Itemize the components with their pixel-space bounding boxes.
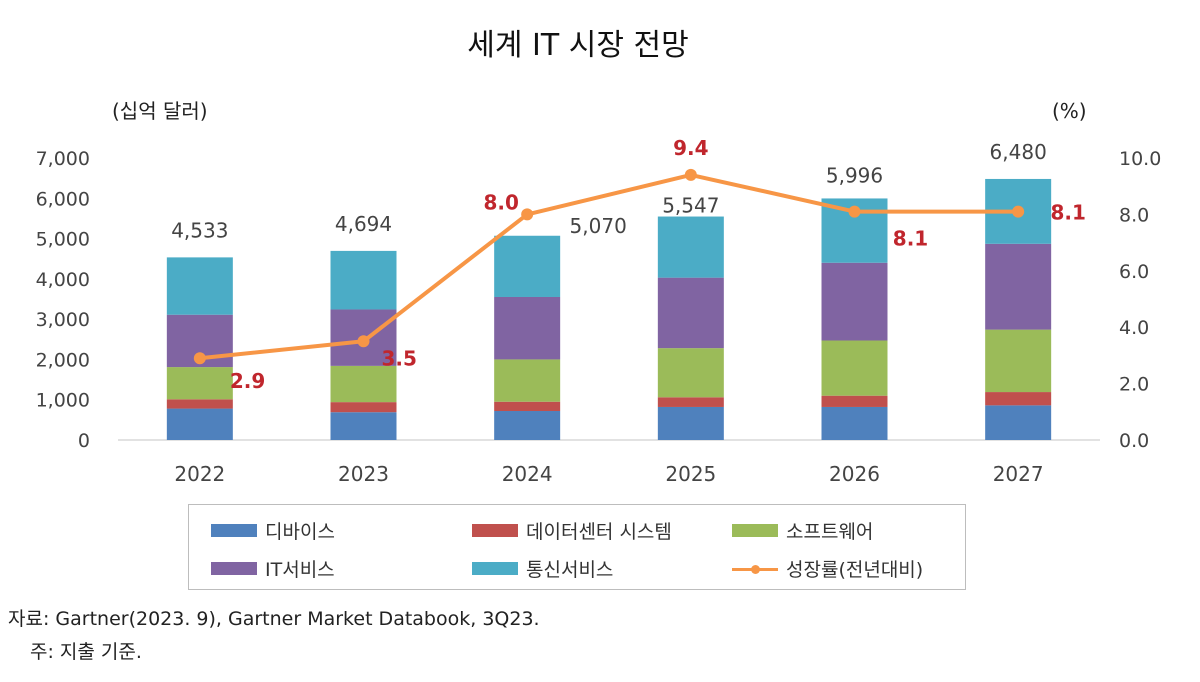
legend-swatch — [211, 524, 257, 537]
legend-swatch — [211, 562, 257, 575]
bar-segment — [985, 405, 1052, 440]
x-tick-label: 2024 — [502, 462, 553, 486]
legend-item-growth: 성장률(전년대비) — [732, 555, 923, 582]
x-tick-label: 2023 — [338, 462, 389, 486]
chart-canvas: 세계 IT 시장 전망 (십억 달러) (%) 0 1,000 2,000 3,000… — [36, 28, 1162, 486]
growth-point — [357, 335, 370, 348]
legend-line-swatch — [732, 560, 778, 578]
bar-segment — [657, 216, 724, 278]
growth-data-label: 8.1 — [893, 227, 928, 251]
bar-segment — [494, 359, 561, 402]
bar-total-label: 4,694 — [335, 212, 392, 236]
source-note: 자료: Gartner(2023. 9), Gartner Market Dat… — [8, 608, 540, 630]
axes-group: 0 1,000 2,000 3,000 4,000 5,000 6,000 7,000 0.0 2… — [36, 148, 1162, 486]
growth-point — [521, 208, 534, 221]
x-tick-label: 2022 — [174, 462, 225, 486]
bar-segment — [985, 329, 1052, 393]
growth-line — [199, 172, 1019, 361]
x-tick-label: 2026 — [829, 462, 880, 486]
y-tick-label-right: 6.0 — [1119, 261, 1149, 283]
legend-swatch — [732, 524, 778, 537]
legend-swatch — [472, 524, 518, 537]
bar-segment — [985, 392, 1052, 406]
bar-segment — [985, 243, 1052, 330]
legend-label: IT서비스 — [265, 559, 335, 581]
bar-segment — [166, 399, 233, 409]
growth-point — [1012, 205, 1025, 218]
bar-segment — [330, 365, 397, 403]
footnote: 주: 지출 기준. — [30, 641, 142, 663]
growth-data-label: 3.5 — [382, 346, 417, 370]
y-tick-label-right: 4.0 — [1119, 317, 1149, 339]
bar-segment — [330, 412, 397, 440]
bar-segment — [657, 277, 724, 349]
legend-label: 통신서비스 — [526, 559, 614, 581]
y-tick-label-right: 2.0 — [1119, 374, 1149, 396]
y-tick-label-left: 2,000 — [36, 349, 90, 371]
x-tick-label: 2025 — [665, 462, 716, 486]
y-tick-label-left: 4,000 — [36, 269, 90, 291]
bar-segment — [821, 406, 888, 440]
bar-segment — [166, 257, 233, 315]
bar-segment — [166, 367, 233, 400]
growth-data-label: 8.1 — [1050, 201, 1085, 225]
bar-segment — [494, 235, 561, 297]
bar-segment — [166, 408, 233, 440]
bar-segment — [821, 340, 888, 396]
bar-segment — [657, 406, 724, 440]
bar-segment — [494, 410, 561, 440]
legend-label: 데이터센터 시스템 — [526, 521, 672, 543]
bar-segment — [494, 296, 561, 360]
legend-label: 소프트웨어 — [786, 521, 874, 543]
growth-point — [193, 352, 206, 365]
growth-point — [848, 205, 861, 218]
y-axis-right-label: (%) — [1052, 99, 1087, 123]
bar-segment — [657, 348, 724, 398]
y-tick-label-right: 8.0 — [1119, 204, 1149, 226]
bar-total-label: 5,070 — [570, 214, 627, 238]
y-tick-label-left: 0 — [78, 430, 90, 452]
bar-total-label: 5,547 — [662, 194, 719, 218]
bar-segment — [494, 401, 561, 411]
x-tick-label: 2027 — [993, 462, 1044, 486]
legend-item-it-services: IT서비스 — [211, 555, 335, 582]
y-axis-left-label: (십억 달러) — [112, 99, 208, 123]
bar-total-label: 5,996 — [826, 163, 883, 187]
growth-data-label: 8.0 — [483, 190, 518, 214]
legend-item-devices: 디바이스 — [211, 517, 335, 544]
growth-line-group — [193, 168, 1025, 365]
legend-item-datacenter: 데이터센터 시스템 — [472, 517, 672, 544]
y-tick-label-right: 0.0 — [1119, 430, 1149, 452]
legend-label: 성장률(전년대비) — [786, 559, 924, 581]
legend-label: 디바이스 — [265, 521, 335, 543]
bar-segment — [657, 397, 724, 407]
chart-title: 세계 IT 시장 전망 — [467, 28, 688, 63]
growth-data-label: 9.4 — [673, 136, 708, 160]
legend-item-software: 소프트웨어 — [732, 517, 873, 544]
y-tick-label-left: 7,000 — [36, 148, 90, 170]
bar-segment — [330, 250, 397, 310]
bar-segment — [821, 395, 888, 407]
legend: 디바이스 데이터센터 시스템 소프트웨어 IT서비스 통신서비스 성장률(전년대… — [188, 504, 966, 590]
bar-segment — [821, 262, 888, 341]
legend-item-telecom: 통신서비스 — [472, 555, 613, 582]
y-tick-label-left: 1,000 — [36, 390, 90, 412]
growth-point — [684, 168, 697, 181]
bar-total-label: 6,480 — [990, 140, 1047, 164]
growth-data-label: 2.9 — [230, 369, 265, 393]
y-tick-label-right: 10.0 — [1119, 148, 1161, 170]
y-tick-label-left: 6,000 — [36, 188, 90, 210]
legend-swatch — [472, 562, 518, 575]
y-tick-label-left: 3,000 — [36, 309, 90, 331]
data-labels-group: 4,533 4,694 5,070 5,547 5,996 6,480 2.9 3.5 8.0 9… — [171, 136, 1086, 393]
bar-segment — [330, 402, 397, 413]
y-tick-label-left: 5,000 — [36, 229, 90, 251]
bar-total-label: 4,533 — [171, 218, 228, 242]
